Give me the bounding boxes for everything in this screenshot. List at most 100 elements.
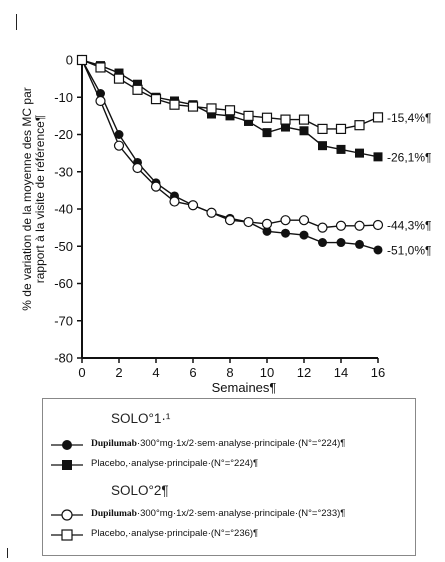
y-tick-label: -60 bbox=[54, 276, 73, 291]
y-tick-label: -10 bbox=[54, 90, 73, 105]
text-cursor-mark bbox=[16, 14, 17, 30]
data-point-solo1_dupilumab bbox=[355, 239, 364, 249]
data-point-solo2_dupilumab bbox=[95, 95, 106, 107]
series-line-solo2_dupilumab bbox=[81, 59, 379, 229]
open-square-marker-icon bbox=[51, 529, 83, 541]
y-tick-label: -20 bbox=[54, 127, 73, 142]
text-cursor-mark bbox=[7, 548, 8, 558]
data-point-solo2_dupilumab bbox=[113, 140, 125, 151]
data-point-solo2_placebo bbox=[169, 99, 180, 110]
chart-ticks: 0 -10 -20 -30 -40 -50 -60 -70 -80 0 2 4 6 8 10 12 14 16 bbox=[54, 53, 385, 381]
y-tick-label: -40 bbox=[54, 202, 73, 217]
data-point-solo2_dupilumab bbox=[187, 200, 199, 211]
x-tick-label: 8 bbox=[226, 365, 233, 380]
legend-drug-name: Dupilumab bbox=[91, 439, 137, 449]
data-point-solo2_dupilumab bbox=[372, 219, 384, 231]
data-point-solo2_dupilumab bbox=[150, 181, 162, 192]
data-point-solo2_placebo bbox=[280, 114, 291, 125]
data-point-solo2_placebo bbox=[113, 73, 125, 84]
end-value-label-solo2_placebo: -15,4%¶ bbox=[387, 111, 431, 125]
data-point-solo2_placebo bbox=[206, 103, 217, 114]
legend-item-text: Placebo,·analyse·principale·(N°=°236)¶ bbox=[91, 528, 259, 539]
chart-series bbox=[76, 54, 384, 255]
legend-item-solo1-dupilumab: Dupilumab·300°mg·1x/2·sem·analyse·princi… bbox=[43, 437, 415, 453]
data-point-solo1_placebo bbox=[318, 141, 327, 151]
data-point-solo2_placebo bbox=[298, 114, 310, 125]
data-point-solo1_dupilumab bbox=[373, 245, 383, 255]
data-point-solo2_dupilumab bbox=[243, 216, 254, 228]
legend-drug-name: Dupilumab bbox=[91, 509, 137, 519]
x-tick-label: 12 bbox=[297, 365, 311, 380]
legend-item-text: Placebo,·analyse·principale·(N°=°224)¶ bbox=[91, 458, 259, 469]
y-tick-label: -50 bbox=[54, 239, 73, 254]
data-point-solo2_dupilumab bbox=[261, 218, 273, 229]
y-tick-label: -80 bbox=[54, 351, 73, 366]
data-point-solo1_placebo bbox=[207, 109, 216, 119]
data-point-solo2_placebo bbox=[95, 62, 106, 73]
x-tick-label: 2 bbox=[115, 365, 122, 380]
data-point-solo2_placebo bbox=[261, 112, 273, 123]
data-point-solo1_placebo bbox=[244, 116, 253, 126]
data-point-solo1_dupilumab bbox=[336, 238, 346, 248]
data-point-solo1_dupilumab bbox=[262, 226, 272, 236]
data-point-solo2_dupilumab bbox=[280, 215, 291, 226]
y-tick-label: -70 bbox=[54, 313, 73, 328]
data-point-solo2_placebo bbox=[76, 54, 88, 66]
end-value-label-solo1_placebo: -26,1%¶ bbox=[387, 150, 431, 164]
data-point-solo2_dupilumab bbox=[206, 207, 217, 218]
chart-end-labels: -51,0%¶ -26,1%¶ -44,3%¶ -15,4%¶ bbox=[387, 111, 431, 258]
data-point-solo1_placebo bbox=[373, 152, 383, 162]
open-circle-marker-icon bbox=[51, 509, 83, 521]
legend-group1-title: SOLO°1·¹ bbox=[111, 411, 171, 426]
data-point-solo2_dupilumab bbox=[298, 215, 310, 226]
end-value-label-solo2_dupilumab: -44,3%¶ bbox=[387, 219, 431, 233]
x-tick-label: 4 bbox=[152, 365, 159, 380]
data-point-solo1_placebo bbox=[133, 79, 142, 89]
data-point-solo2_placebo bbox=[372, 112, 384, 123]
data-point-solo1_dupilumab bbox=[318, 238, 327, 248]
data-point-solo2_placebo bbox=[224, 105, 236, 116]
data-point-solo1_placebo bbox=[114, 68, 124, 78]
legend-group2-title: SOLO°2¶ bbox=[111, 483, 169, 498]
y-axis-label-line2: rapport à la visite de référence¶ bbox=[33, 115, 47, 284]
end-value-label-solo1_dupilumab: -51,0%¶ bbox=[387, 243, 431, 257]
data-point-solo2_placebo bbox=[243, 110, 254, 121]
legend-item-solo2-placebo: Placebo,·analyse·principale·(N°=°236)¶ bbox=[43, 527, 415, 543]
filled-square-marker-icon bbox=[51, 460, 83, 470]
data-point-solo2_placebo bbox=[317, 123, 328, 135]
data-point-solo1_placebo bbox=[355, 148, 364, 158]
x-tick-label: 14 bbox=[334, 365, 348, 380]
data-point-solo1_placebo bbox=[225, 111, 235, 121]
x-tick-label: 16 bbox=[371, 365, 385, 380]
legend-item-solo1-placebo: Placebo,·analyse·principale·(N°=°224)¶ bbox=[43, 457, 415, 473]
data-point-solo2_dupilumab bbox=[335, 220, 347, 231]
data-point-solo1_placebo bbox=[262, 128, 272, 138]
data-point-solo2_placebo bbox=[335, 123, 347, 135]
x-tick-label: 0 bbox=[78, 365, 85, 380]
x-tick-label: 10 bbox=[260, 365, 274, 380]
y-axis-label-line1: % de variation de la moyenne des MC par bbox=[20, 87, 34, 310]
line-chart: 0 -10 -20 -30 -40 -50 -60 -70 -80 0 2 4 6 8 10 12 14 16 -… bbox=[20, 53, 431, 396]
data-point-solo2_placebo bbox=[354, 120, 365, 131]
y-tick-label: 0 bbox=[66, 53, 73, 68]
legend-item-text: ·300°mg·1x/2·sem·analyse·principale·(N°=… bbox=[136, 438, 346, 449]
data-point-solo1_placebo bbox=[299, 126, 309, 136]
x-axis-label: Semaines¶ bbox=[212, 380, 277, 395]
data-point-solo2_placebo bbox=[132, 84, 143, 95]
data-point-solo1_placebo bbox=[281, 122, 290, 132]
data-point-solo1_dupilumab bbox=[299, 230, 309, 240]
y-tick-label: -30 bbox=[54, 164, 73, 179]
data-point-solo2_dupilumab bbox=[317, 222, 328, 233]
legend-item-solo2-dupilumab: Dupilumab·300°mg·1x/2·sem·analyse·princi… bbox=[43, 507, 415, 523]
data-point-solo2_dupilumab bbox=[354, 220, 365, 231]
data-point-solo1_dupilumab bbox=[281, 228, 290, 238]
data-point-solo2_placebo bbox=[187, 101, 199, 112]
chart-axes bbox=[81, 60, 378, 359]
data-point-solo1_dupilumab bbox=[114, 130, 124, 139]
filled-circle-marker-icon bbox=[51, 440, 83, 450]
data-point-solo2_dupilumab bbox=[224, 215, 236, 226]
data-point-solo2_dupilumab bbox=[169, 196, 180, 207]
chart-legend: SOLO°1·¹ Dupilumab·300°mg·1x/2·sem·analy… bbox=[42, 398, 416, 556]
data-point-solo1_placebo bbox=[336, 144, 346, 154]
data-point-solo2_dupilumab bbox=[132, 162, 143, 174]
